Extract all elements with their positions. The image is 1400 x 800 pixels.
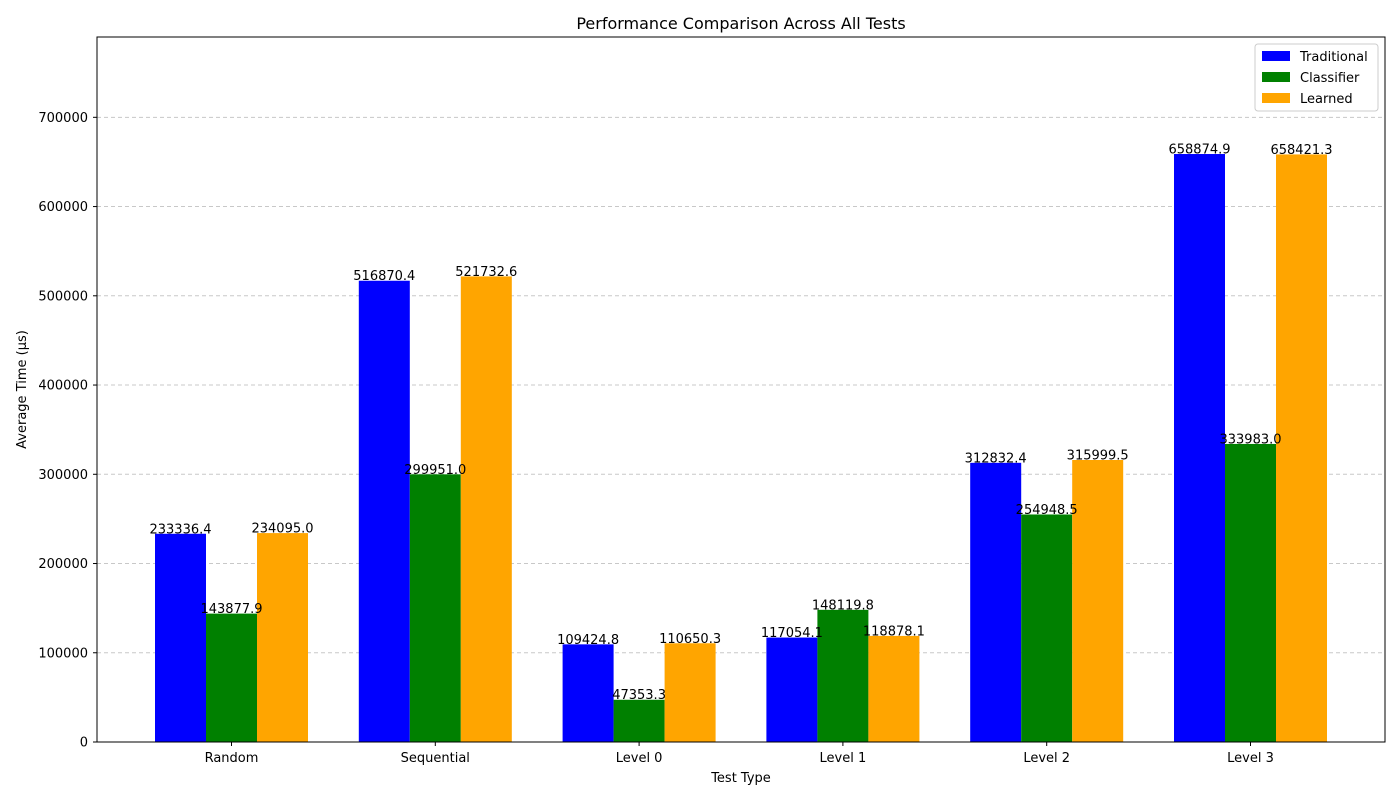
bar-classifier-level-1 xyxy=(817,609,869,742)
x-axis-title: Test Type xyxy=(710,771,771,786)
legend-swatch-classifier xyxy=(1262,72,1290,82)
bar-learned-sequential xyxy=(460,276,512,742)
y-axis: 0 100000 200000 300000 400000 500000 600000 700… xyxy=(38,111,97,751)
bar-value-label: 109424.8 xyxy=(557,633,619,648)
y-tick-label: 0 xyxy=(80,736,88,751)
bar-traditional-level-3 xyxy=(1174,154,1225,742)
legend: Traditional Classifier Learned xyxy=(1254,43,1379,112)
legend-label-learned: Learned xyxy=(1300,92,1353,107)
bar-classifier-level-2 xyxy=(1021,514,1073,742)
x-tick-label: Sequential xyxy=(401,751,470,766)
x-tick-label: Random xyxy=(205,751,259,766)
bar-traditional-level-0 xyxy=(562,644,614,742)
bar-value-label: 117054.1 xyxy=(761,626,823,641)
legend-label-traditional: Traditional xyxy=(1299,50,1368,65)
bar-value-label: 658874.9 xyxy=(1168,143,1230,158)
bar-traditional-sequential xyxy=(358,280,410,742)
y-tick-label: 400000 xyxy=(38,379,88,394)
bar-value-label: 521732.6 xyxy=(455,265,517,280)
bar-learned-random xyxy=(257,533,308,742)
y-tick-label: 700000 xyxy=(38,111,88,126)
x-tick-label: Level 1 xyxy=(820,751,867,766)
bar-value-label: 516870.4 xyxy=(353,269,415,284)
bar-learned-level-2 xyxy=(1072,460,1124,742)
bar-learned-level-1 xyxy=(868,635,920,742)
bar-classifier-level-0 xyxy=(613,699,665,742)
bar-value-label: 312832.4 xyxy=(965,451,1027,466)
y-tick-label: 200000 xyxy=(38,557,88,572)
bar-traditional-random xyxy=(155,533,206,742)
bar-value-label: 110650.3 xyxy=(659,632,721,647)
chart-title: Performance Comparison Across All Tests xyxy=(576,14,905,33)
legend-label-classifier: Classifier xyxy=(1300,71,1360,86)
bar-value-label: 148119.8 xyxy=(812,598,874,613)
bar-traditional-level-1 xyxy=(766,637,818,742)
y-tick-label: 100000 xyxy=(38,646,88,661)
bar-value-label: 47353.3 xyxy=(612,688,666,703)
y-tick-label: 300000 xyxy=(38,468,88,483)
bars xyxy=(155,154,1327,742)
x-tick-label: Level 2 xyxy=(1023,751,1070,766)
legend-swatch-learned xyxy=(1262,93,1290,103)
bar-value-label: 234095.0 xyxy=(251,522,313,537)
bar-value-label: 658421.3 xyxy=(1270,143,1332,158)
plot-frame xyxy=(96,36,1386,743)
bar-value-label: 315999.5 xyxy=(1067,449,1129,464)
bar-value-label: 118878.1 xyxy=(863,624,925,639)
bar-learned-level-0 xyxy=(664,643,716,742)
x-tick-label: Level 0 xyxy=(616,751,663,766)
bar-value-label: 333983.0 xyxy=(1219,432,1281,447)
grid-lines xyxy=(97,116,1385,654)
bar-traditional-level-2 xyxy=(970,462,1022,742)
bar-classifier-random xyxy=(206,613,257,742)
bar-value-label: 233336.4 xyxy=(149,522,211,537)
y-tick-label: 600000 xyxy=(38,200,88,215)
bar-classifier-sequential xyxy=(409,474,461,742)
legend-swatch-traditional xyxy=(1262,51,1290,61)
y-tick-label: 500000 xyxy=(38,289,88,304)
bar-value-label: 299951.0 xyxy=(404,463,466,478)
bar-classifier-level-3 xyxy=(1225,443,1276,742)
x-tick-label: Level 3 xyxy=(1227,751,1274,766)
bar-value-label: 254948.5 xyxy=(1016,503,1078,518)
x-axis: Random Sequential Level 0 Level 1 Level 2 Lev… xyxy=(205,742,1274,766)
data-labels: 233336.4 143877.9 234095.0 516870.4 299951.0… xyxy=(149,143,1332,704)
bar-learned-level-3 xyxy=(1276,154,1327,742)
bar-value-label: 143877.9 xyxy=(200,602,262,617)
y-axis-title: Average Time (µs) xyxy=(15,330,30,449)
